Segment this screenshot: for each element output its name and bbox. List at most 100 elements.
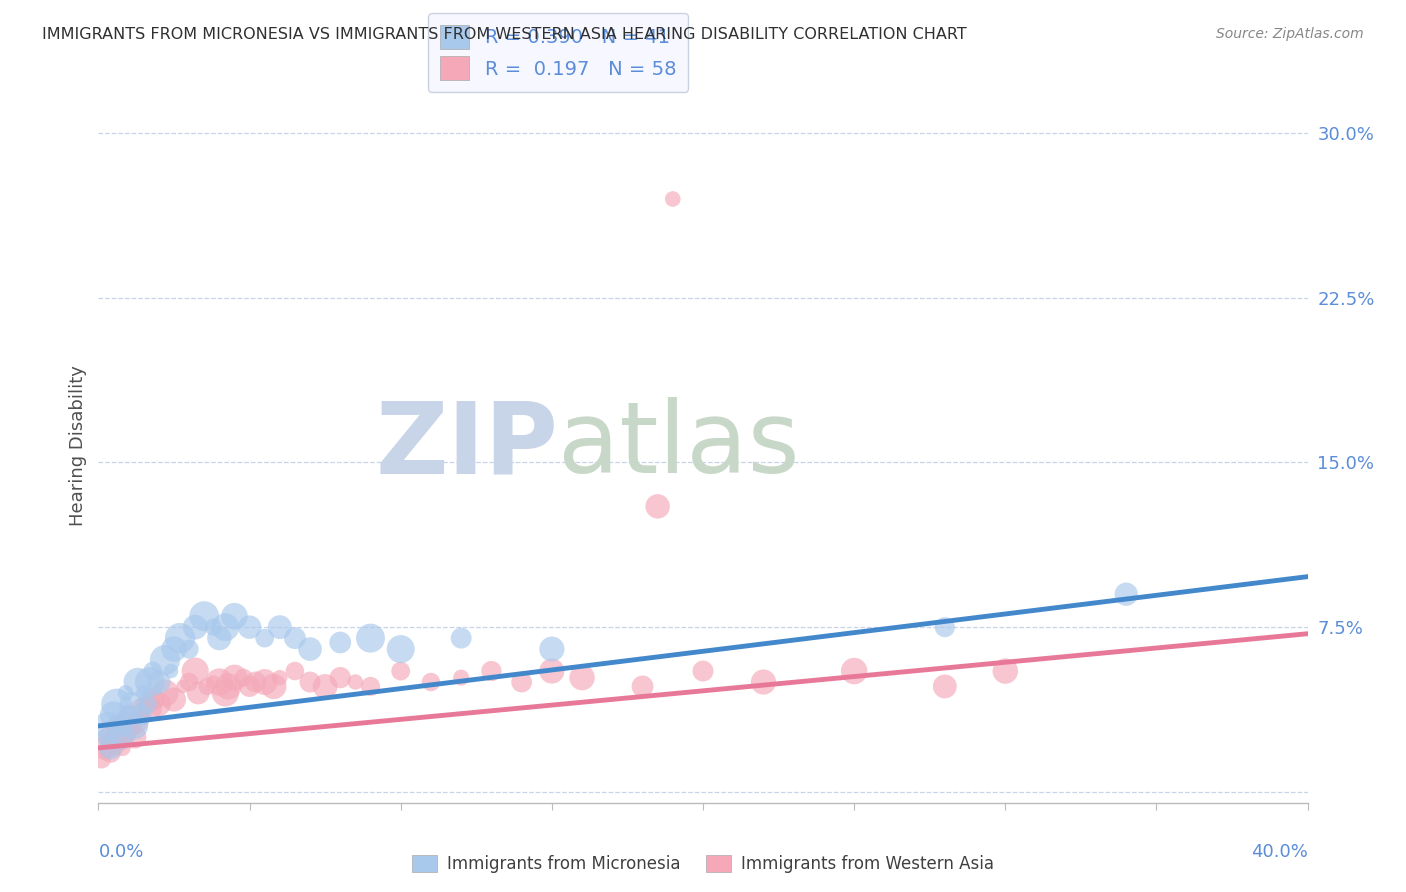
Point (163, 692, 186, 706)
Point (127, 675, 149, 690)
Point (153, 653, 176, 667)
Point (111, 740, 134, 755)
Point (169, 631, 191, 645)
Point (217, 680, 239, 694)
Point (184, 620, 207, 634)
Point (994, 664, 1017, 678)
Point (124, 719, 146, 733)
Point (202, 620, 225, 634)
Point (844, 664, 866, 678)
Point (253, 675, 276, 690)
Legend: Immigrants from Micronesia, Immigrants from Western Asia: Immigrants from Micronesia, Immigrants f… (405, 848, 1001, 880)
Point (631, 680, 654, 694)
Point (179, 642, 201, 657)
Point (93, 740, 115, 755)
Point (142, 692, 165, 706)
Point (208, 631, 231, 645)
Point (121, 697, 143, 711)
Point (163, 642, 186, 657)
Point (450, 671, 472, 685)
Point (132, 686, 155, 700)
Point (540, 664, 562, 678)
Point (329, 635, 352, 649)
Point (135, 697, 157, 711)
Point (111, 730, 134, 744)
Point (142, 664, 165, 678)
Point (314, 680, 336, 694)
Point (224, 609, 246, 624)
Point (420, 675, 443, 690)
Point (232, 671, 254, 685)
Point (90, 752, 112, 766)
Point (224, 671, 246, 685)
Text: ZIP: ZIP (375, 398, 558, 494)
Text: 0.0%: 0.0% (98, 843, 143, 861)
Point (299, 642, 322, 657)
Point (284, 631, 307, 645)
Point (103, 737, 125, 751)
Point (269, 620, 291, 634)
Text: Source: ZipAtlas.com: Source: ZipAtlas.com (1216, 27, 1364, 41)
Point (96, 730, 118, 744)
Point (132, 708, 155, 723)
Point (193, 609, 215, 624)
Point (129, 708, 152, 723)
Point (239, 620, 262, 634)
Point (118, 708, 141, 723)
Point (344, 675, 367, 690)
Point (239, 680, 262, 694)
Text: 40.0%: 40.0% (1251, 843, 1308, 861)
Point (692, 664, 714, 678)
Point (329, 671, 352, 685)
Point (108, 730, 131, 744)
Point (510, 675, 533, 690)
Point (752, 675, 775, 690)
Point (202, 675, 225, 690)
Point (360, 631, 382, 645)
Point (481, 664, 503, 678)
Point (647, 500, 669, 514)
Point (100, 745, 122, 759)
Point (214, 686, 236, 700)
Point (139, 675, 162, 690)
Point (934, 680, 956, 694)
Point (661, 192, 683, 206)
Point (103, 708, 125, 723)
Point (389, 642, 412, 657)
Point (269, 671, 291, 685)
Point (389, 664, 412, 678)
Point (148, 675, 170, 690)
Point (1115, 587, 1137, 601)
Point (93, 730, 115, 744)
Point (214, 620, 236, 634)
Point (105, 697, 128, 711)
Point (360, 680, 382, 694)
Text: IMMIGRANTS FROM MICRONESIA VS IMMIGRANTS FROM WESTERN ASIA HEARING DISABILITY CO: IMMIGRANTS FROM MICRONESIA VS IMMIGRANTS… (42, 27, 967, 42)
Point (450, 631, 472, 645)
Point (160, 664, 183, 678)
Point (187, 686, 209, 700)
Point (114, 686, 136, 700)
Point (153, 686, 176, 700)
Point (540, 642, 562, 657)
Point (245, 675, 267, 690)
Point (148, 697, 170, 711)
Point (299, 675, 322, 690)
Point (129, 701, 152, 715)
Point (179, 675, 201, 690)
Point (195, 680, 218, 694)
Point (127, 714, 149, 729)
Y-axis label: Hearing Disability: Hearing Disability (69, 366, 87, 526)
Point (263, 680, 285, 694)
Point (172, 680, 194, 694)
Point (571, 671, 593, 685)
Point (253, 631, 276, 645)
Point (184, 664, 207, 678)
Point (108, 719, 131, 733)
Point (100, 740, 122, 755)
Point (118, 708, 141, 723)
Point (284, 664, 307, 678)
Point (124, 730, 146, 744)
Point (208, 675, 231, 690)
Point (121, 719, 143, 733)
